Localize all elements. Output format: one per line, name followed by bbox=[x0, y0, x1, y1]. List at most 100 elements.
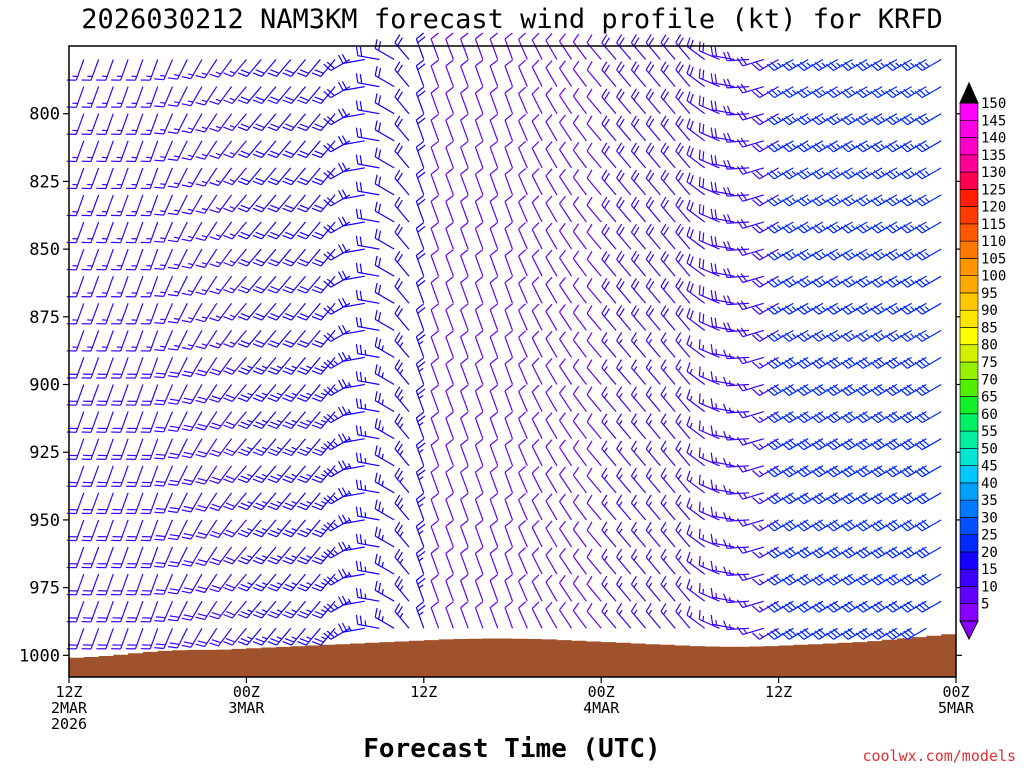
wind-barb-flag bbox=[240, 394, 250, 399]
wind-barb-half-flag bbox=[677, 474, 682, 480]
wind-barb bbox=[374, 445, 395, 467]
wind-barb bbox=[267, 627, 292, 646]
wind-barb-half-flag bbox=[215, 98, 222, 102]
wind-barb bbox=[531, 520, 543, 548]
wind-barb bbox=[686, 37, 706, 60]
wind-barb bbox=[195, 357, 218, 377]
wind-barb-flag bbox=[415, 113, 425, 121]
wind-barb-flag bbox=[844, 359, 853, 367]
wind-barb bbox=[572, 331, 587, 358]
wind-barb-flag bbox=[818, 628, 826, 636]
wind-barb-staff bbox=[105, 628, 114, 650]
wind-barb-flag bbox=[752, 63, 760, 71]
wind-barb-flag bbox=[237, 397, 248, 402]
wind-barb-flag bbox=[314, 150, 324, 156]
wind-barb-flag bbox=[311, 153, 322, 159]
wind-barb-flag bbox=[284, 502, 295, 508]
wind-barb-flag bbox=[252, 478, 263, 484]
wind-barb-half-flag bbox=[850, 333, 856, 338]
wind-barb-flag bbox=[252, 72, 263, 77]
wind-barb-flag bbox=[873, 522, 882, 530]
wind-barb-flag bbox=[855, 226, 864, 234]
wind-barb bbox=[766, 248, 794, 261]
wind-barb-flag bbox=[545, 547, 553, 556]
wind-barb-staff bbox=[218, 221, 233, 241]
wind-barb-flag bbox=[755, 278, 764, 286]
wind-barb-flag bbox=[355, 479, 359, 490]
wind-barb bbox=[601, 34, 617, 60]
wind-barb-flag bbox=[237, 532, 248, 538]
wind-barb-staff bbox=[759, 167, 779, 180]
wind-barb bbox=[660, 359, 676, 385]
wind-barb-half-flag bbox=[603, 393, 608, 399]
wind-barb bbox=[252, 330, 277, 348]
wind-barb-half-flag bbox=[743, 384, 748, 391]
wind-barb bbox=[630, 386, 647, 412]
wind-barb-flag bbox=[826, 470, 834, 478]
wind-barb bbox=[545, 222, 558, 250]
wind-barb-flag bbox=[689, 256, 694, 266]
wind-barb bbox=[125, 357, 144, 379]
wind-barb-flag bbox=[616, 277, 623, 287]
wind-barb-flag bbox=[475, 492, 484, 500]
wind-barb bbox=[96, 248, 114, 271]
wind-barb-flag bbox=[355, 46, 359, 56]
wind-barb-flag bbox=[255, 367, 265, 372]
wind-barb bbox=[181, 86, 203, 107]
wind-barb-half-flag bbox=[603, 582, 608, 588]
wind-barb-flag bbox=[781, 605, 790, 613]
wind-barb-flag bbox=[873, 413, 882, 422]
wind-barb bbox=[518, 167, 528, 196]
wind-barb-flag bbox=[518, 303, 527, 311]
wind-barb bbox=[586, 142, 602, 169]
wind-barb bbox=[337, 162, 365, 173]
wind-barb-flag bbox=[877, 466, 886, 474]
wind-barb bbox=[504, 195, 514, 223]
wind-barb-staff bbox=[445, 282, 454, 304]
wind-barb bbox=[723, 186, 750, 197]
wind-barb-flag bbox=[660, 305, 667, 314]
wind-barb-half-flag bbox=[306, 500, 312, 505]
wind-barb-flag bbox=[799, 332, 808, 340]
wind-barb-half-flag bbox=[836, 333, 841, 338]
wind-barb bbox=[394, 548, 410, 575]
wind-barb bbox=[430, 357, 440, 385]
wind-barb-flag bbox=[531, 249, 540, 257]
wind-barb-flag bbox=[586, 548, 593, 558]
wind-barb bbox=[826, 194, 853, 207]
wind-barb bbox=[311, 492, 336, 511]
wind-barb-half-flag bbox=[291, 419, 297, 423]
wind-barb-staff bbox=[149, 357, 159, 379]
wind-barb-staff bbox=[660, 123, 676, 142]
wind-barb-flag bbox=[796, 63, 805, 71]
wind-barb-flag bbox=[545, 601, 553, 610]
wind-barb bbox=[558, 602, 573, 629]
wind-barb bbox=[267, 113, 292, 132]
wind-barb bbox=[686, 416, 706, 440]
wind-barb-flag bbox=[770, 359, 779, 367]
wind-barb-flag bbox=[826, 199, 834, 207]
wind-barb-half-flag bbox=[201, 316, 208, 319]
wind-barb bbox=[616, 250, 632, 277]
wind-barb bbox=[660, 277, 676, 304]
wind-barb-flag bbox=[355, 425, 359, 435]
wind-barb-flag bbox=[445, 303, 454, 311]
wind-barb bbox=[826, 248, 853, 261]
wind-barb-flag bbox=[181, 265, 192, 269]
wind-barb-flag bbox=[755, 197, 764, 205]
wind-barb-staff bbox=[90, 167, 100, 189]
wind-barb bbox=[572, 575, 587, 602]
wind-barb-flag bbox=[430, 574, 439, 581]
wind-barb-flag bbox=[736, 545, 744, 554]
wind-barb-flag bbox=[781, 63, 790, 71]
wind-barb-flag bbox=[766, 117, 775, 126]
wind-barb-staff bbox=[586, 611, 602, 629]
wind-barb-flag bbox=[181, 346, 192, 350]
wind-barb-staff bbox=[120, 573, 129, 596]
wind-barb-flag bbox=[603, 253, 610, 263]
wind-barb-flag bbox=[736, 247, 744, 256]
wind-barb-flag bbox=[374, 228, 378, 239]
wind-barb-flag bbox=[374, 391, 378, 401]
wind-barb bbox=[489, 492, 499, 521]
wind-barb-flag bbox=[270, 502, 280, 508]
